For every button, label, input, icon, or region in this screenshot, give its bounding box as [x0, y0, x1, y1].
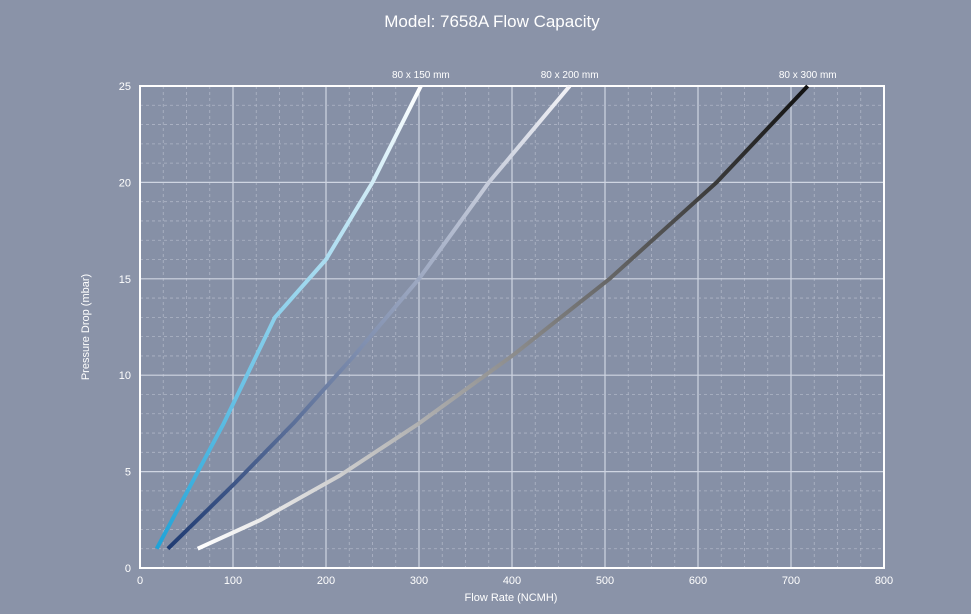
y-tick-label: 0: [125, 563, 131, 575]
series-group: 80 x 150 mm 80 x 200 mm 80 x 300 mm: [154, 70, 837, 551]
series-label: 80 x 300 mm: [779, 70, 837, 81]
y-tick-label: 20: [119, 177, 131, 189]
plot-border: [139, 85, 885, 569]
y-tick-label: 5: [125, 467, 131, 479]
x-tick-label: 300: [410, 575, 428, 587]
series-line: [196, 84, 810, 551]
x-tick-label: 200: [317, 575, 335, 587]
x-tick-label: 400: [503, 575, 521, 587]
tick-labels: 0 100 200 300 400 500 600 700 800 0 5 10 15 20 25: [119, 81, 893, 587]
series-line: [154, 85, 423, 550]
x-tick-label: 800: [875, 575, 893, 587]
chart-title: Model: 7658A Flow Capacity: [384, 12, 600, 31]
x-tick-label: 700: [782, 575, 800, 587]
y-tick-label: 25: [119, 81, 131, 93]
x-tick-label: 500: [596, 575, 614, 587]
x-tick-label: 100: [224, 575, 242, 587]
series-label: 80 x 200 mm: [541, 70, 599, 81]
x-tick-label: 600: [689, 575, 707, 587]
x-tick-label: 0: [137, 575, 143, 587]
series-label: 80 x 150 mm: [392, 70, 450, 81]
y-tick-label: 10: [119, 370, 131, 382]
x-axis-label: Flow Rate (NCMH): [465, 592, 558, 604]
series-line: [166, 84, 572, 551]
y-tick-label: 15: [119, 274, 131, 286]
y-axis-label: Pressure Drop (mbar): [80, 274, 92, 380]
grid: [139, 85, 885, 569]
